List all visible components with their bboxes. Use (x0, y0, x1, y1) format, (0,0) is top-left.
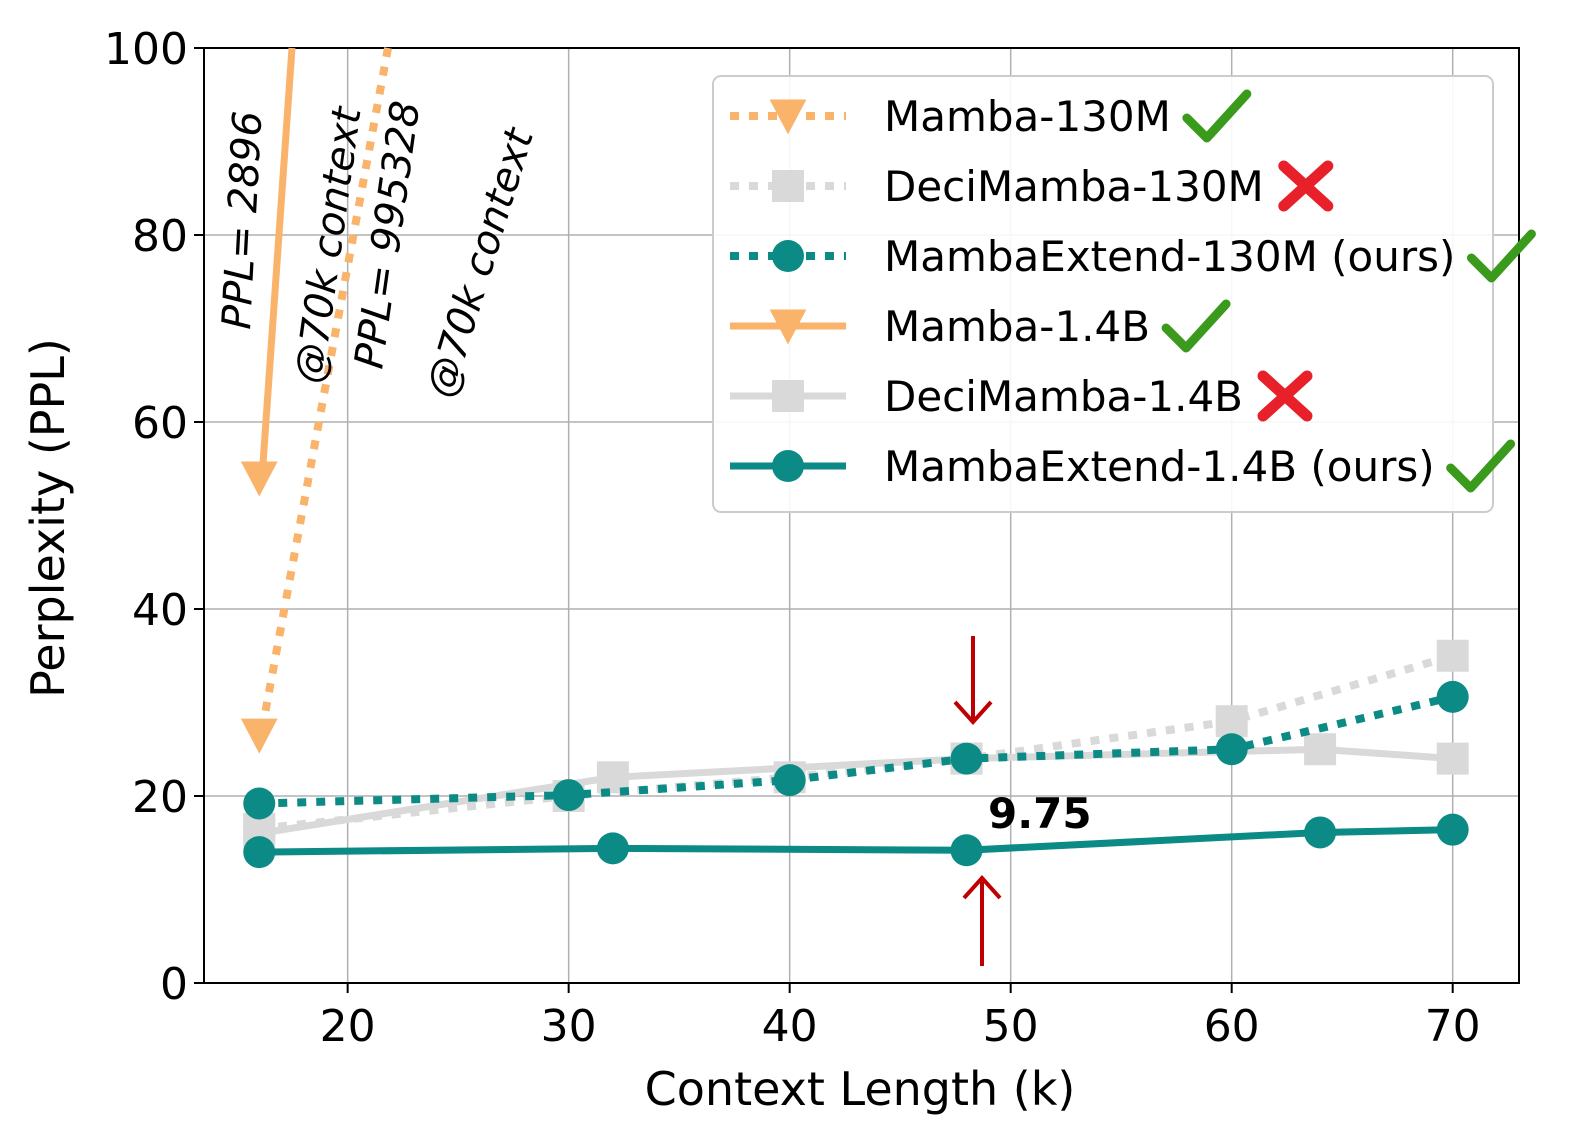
series-line (259, 692, 1454, 808)
cross-icon (1257, 370, 1313, 422)
data-point (1436, 813, 1469, 846)
y-tick-label: 20 (132, 772, 188, 823)
x-tick-label: 30 (541, 1001, 597, 1052)
check-icon (1161, 299, 1231, 353)
data-point (243, 836, 276, 869)
check-icon (1466, 229, 1536, 283)
mamba-1.4b-arrow-line (258, 47, 296, 479)
data-point (240, 461, 278, 497)
annotation-ppl-1.4b: PPL= 2896 (214, 110, 271, 331)
y-tick-label: 0 (160, 959, 188, 1010)
mamba-130m-arrow-line (258, 47, 392, 731)
series-layer (240, 461, 1469, 869)
data-point (243, 787, 276, 820)
legend-entry: MambaExtend-130M (ours) (730, 229, 1536, 283)
x-tick-label: 20 (320, 1001, 376, 1052)
x-tick-label: 40 (762, 1001, 818, 1052)
data-point (950, 742, 983, 775)
series-decimamba-130m (243, 639, 1469, 845)
legend-marker (772, 450, 804, 482)
legend-label: Mamba-1.4B (884, 302, 1150, 351)
off-chart-arrows (258, 47, 392, 731)
y-axis-label: Perplexity (PPL) (21, 338, 75, 698)
series-mamba-1.4b (240, 461, 278, 497)
series-mambaextend-130m-ours- (243, 680, 1469, 820)
data-point (240, 718, 278, 754)
legend-entry: Mamba-130M (730, 89, 1252, 143)
data-point (1304, 733, 1337, 766)
data-point (596, 832, 629, 865)
check-icon (1446, 439, 1516, 493)
legend-entry: MambaExtend-1.4B (ours) (730, 439, 1516, 493)
y-tick-label: 60 (132, 398, 188, 449)
series-line (259, 826, 1453, 856)
down-arrow-icon (953, 636, 993, 725)
legend-label: MambaExtend-1.4B (ours) (884, 442, 1435, 491)
data-point (773, 764, 806, 797)
data-point (1436, 742, 1469, 775)
legend-entry: Mamba-1.4B (730, 299, 1231, 353)
y-tick-label: 80 (132, 211, 188, 262)
check-icon (1182, 89, 1252, 143)
annotation-ppl-130m-context: @70k context (418, 122, 544, 403)
highlight-arrows (953, 636, 1002, 966)
x-tick-label: 50 (983, 1001, 1039, 1052)
series-mamba-130m (240, 718, 278, 754)
data-point (1215, 733, 1248, 766)
legend-marker (772, 380, 804, 412)
data-point (1436, 680, 1469, 713)
legend-entry: DeciMamba-1.4B (730, 370, 1313, 422)
data-point (552, 779, 585, 812)
legend-label: MambaExtend-130M (ours) (884, 232, 1455, 281)
up-arrow-icon (962, 875, 1002, 966)
legend-label: DeciMamba-1.4B (884, 372, 1243, 421)
cross-icon (1278, 160, 1334, 212)
legend-marker (772, 240, 804, 272)
legend-entry: DeciMamba-130M (730, 160, 1334, 212)
legend-entries: Mamba-130M DeciMamba-130M MambaExtend-130M… (730, 89, 1536, 493)
legend-marker (769, 309, 807, 345)
x-tick-label: 70 (1425, 1001, 1481, 1052)
value-label-9-75: 9.75 (988, 789, 1092, 838)
series-mambaextend-1.4b-ours- (243, 813, 1469, 869)
legend: Mamba-130M DeciMamba-130M MambaExtend-130M… (712, 75, 1536, 513)
data-point (950, 834, 983, 867)
plot-frame (203, 47, 1520, 984)
series-line (258, 745, 1453, 837)
legend-marker (772, 170, 804, 202)
axis-ticks: 20 30 40 50 60 70 0 20 40 60 80 100 (104, 24, 1481, 1052)
x-tick-label: 60 (1204, 1001, 1260, 1052)
legend-label: DeciMamba-130M (884, 162, 1264, 211)
x-axis-label: Context Length (k) (645, 1062, 1076, 1116)
data-point (1304, 816, 1337, 849)
data-point (1436, 639, 1469, 672)
legend-label: Mamba-130M (884, 92, 1171, 141)
data-point (1215, 705, 1248, 738)
legend-marker (769, 99, 807, 135)
y-tick-label: 40 (132, 585, 188, 636)
y-tick-label: 100 (104, 24, 188, 75)
